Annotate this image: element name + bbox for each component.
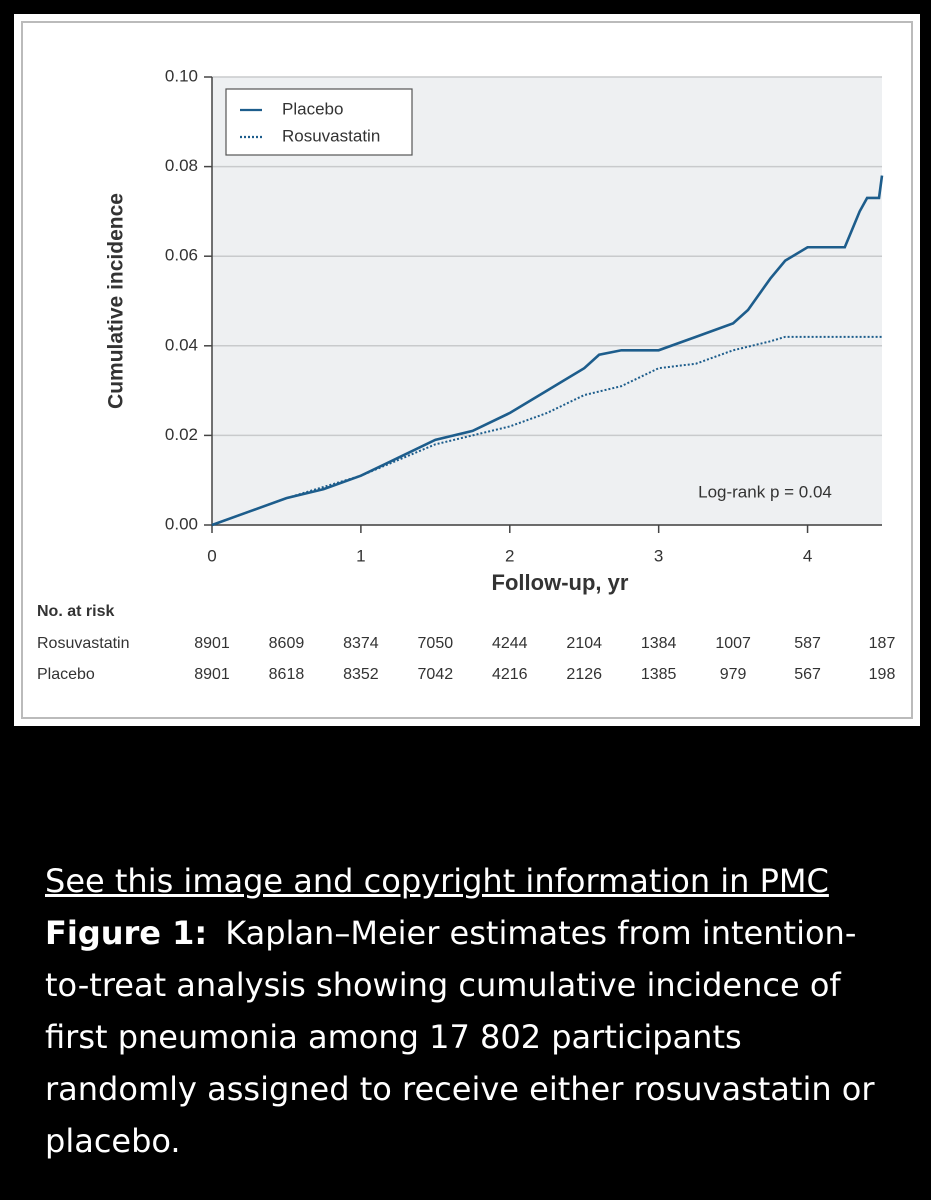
at-risk-value: 1384 [641, 635, 677, 652]
at-risk-value: 7042 [418, 666, 454, 683]
at-risk-value: 587 [794, 635, 821, 652]
y-axis-label: Cumulative incidence [105, 193, 128, 409]
y-tick-label: 0.06 [165, 246, 198, 265]
at-risk-value: 187 [869, 635, 896, 652]
legend-box [225, 88, 413, 156]
at-risk-value: 8374 [343, 635, 379, 652]
x-tick-label: 2 [505, 546, 514, 565]
x-tick-label: 3 [654, 546, 663, 565]
at-risk-title: No. at risk [37, 603, 114, 620]
at-risk-value: 1385 [641, 666, 677, 683]
at-risk-label: Placebo [37, 666, 95, 683]
x-tick-label: 4 [803, 546, 812, 565]
y-tick-label: 0.02 [165, 425, 198, 444]
at-risk-value: 2104 [566, 635, 602, 652]
figure: Follow-up, yr Cumulative incidence Log-r… [14, 14, 920, 726]
at-risk-value: 4216 [492, 666, 528, 683]
figure-border [21, 21, 913, 719]
at-risk-value: 8901 [194, 635, 230, 652]
at-risk-value: 7050 [418, 635, 454, 652]
at-risk-value: 2126 [566, 666, 602, 683]
y-tick-label: 0.00 [165, 514, 198, 533]
x-tick-label: 1 [356, 546, 365, 565]
x-axis-label: Follow-up, yr [492, 570, 629, 595]
at-risk-value: 198 [869, 666, 896, 683]
at-risk-value: 8618 [269, 666, 305, 683]
series-line [211, 175, 884, 527]
legend-label: Placebo [282, 99, 343, 118]
y-tick-label: 0.04 [165, 335, 198, 354]
at-risk-value: 8901 [194, 666, 230, 683]
at-risk-value: 4244 [492, 635, 528, 652]
caption-text: Kaplan–Meier estimates from intention-to… [45, 914, 875, 1160]
figure-label: Figure 1: [45, 914, 208, 952]
at-risk-value: 979 [720, 666, 747, 683]
at-risk-label: Rosuvastatin [37, 635, 130, 652]
caption: See this image and copyright information… [45, 855, 875, 1167]
at-risk-value: 567 [794, 666, 821, 683]
at-risk-value: 8609 [269, 635, 305, 652]
y-tick-label: 0.08 [165, 156, 198, 175]
x-tick-label: 0 [207, 546, 216, 565]
at-risk-value: 8352 [343, 666, 379, 683]
annotation: Log-rank p = 0.04 [698, 482, 832, 501]
y-tick-label: 0.10 [165, 66, 198, 85]
at-risk-value: 1007 [715, 635, 751, 652]
legend-label: Rosuvastatin [282, 126, 380, 145]
pmc-link[interactable]: See this image and copyright information… [45, 862, 829, 900]
